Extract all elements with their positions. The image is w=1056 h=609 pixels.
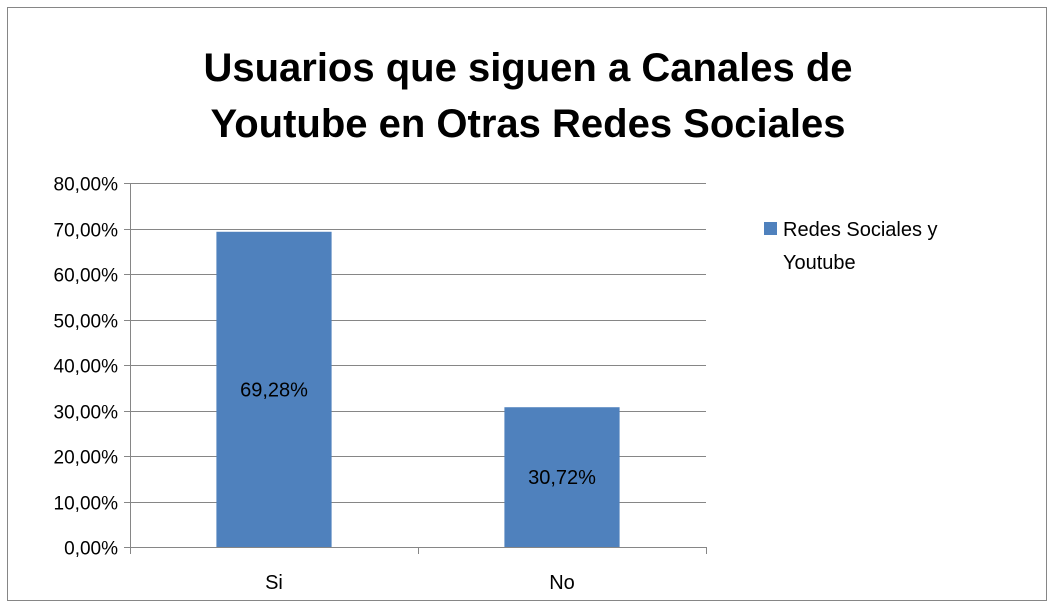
y-tick-label: 60,00%	[54, 266, 119, 287]
y-tick-label: 40,00%	[54, 357, 119, 378]
y-tick-label: 30,00%	[54, 403, 119, 424]
legend: Redes Sociales y Youtube	[764, 219, 938, 274]
legend-label-line-1: Redes Sociales y	[783, 219, 938, 241]
y-tick-label: 50,00%	[54, 312, 119, 333]
y-tick-label: 20,00%	[54, 448, 119, 469]
x-category-label: No	[549, 572, 575, 594]
y-tick-label: 80,00%	[54, 175, 119, 196]
y-tick-label: 0,00%	[64, 539, 118, 560]
legend-label-line-2: Youtube	[783, 252, 856, 274]
legend-swatch	[764, 222, 777, 235]
y-tick-label: 10,00%	[54, 494, 119, 515]
y-tick-label: 70,00%	[54, 221, 119, 242]
bar-data-label: 30,72%	[528, 467, 596, 489]
bar-data-label: 69,28%	[240, 379, 308, 401]
x-category-label: Si	[265, 572, 283, 594]
